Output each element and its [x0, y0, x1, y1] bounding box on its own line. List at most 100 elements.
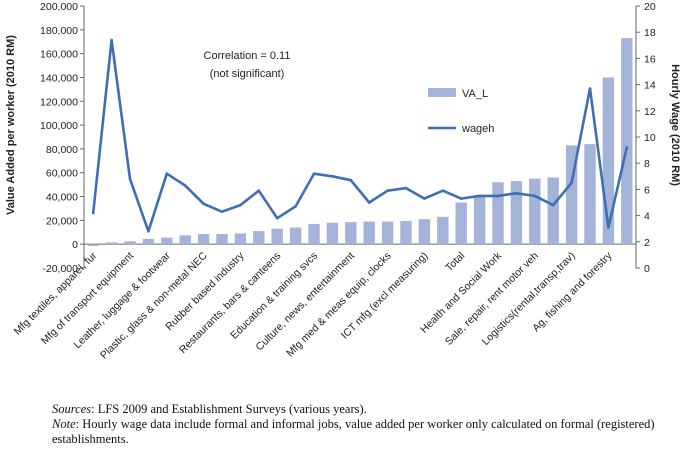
point-wageh — [331, 175, 334, 178]
correlation-annotation: Correlation = 0.11 — [204, 50, 291, 62]
note-label: Note — [52, 417, 76, 431]
y-right-tick-label: 14 — [644, 80, 656, 92]
bar-va-l — [124, 241, 136, 245]
y-left-tick-label: 120,000 — [40, 96, 78, 108]
y-right-axis-title: Hourly Wage (2010 RM) — [669, 64, 680, 186]
bar-va-l — [105, 242, 118, 245]
point-wageh — [515, 192, 518, 195]
point-wageh — [183, 184, 187, 187]
bar-va-l — [473, 196, 486, 245]
y-right-tick-label: 2 — [644, 237, 650, 249]
bar-va-l — [179, 235, 191, 245]
bar-va-l — [381, 221, 394, 245]
y-right-tick-label: 8 — [644, 158, 650, 170]
point-wageh — [165, 172, 169, 175]
y-right-tick-label: 12 — [644, 106, 656, 118]
y-left-tick-label: 140,000 — [40, 72, 78, 84]
bar-va-l — [584, 144, 596, 245]
bar-va-l — [197, 234, 210, 245]
bar-va-l — [271, 228, 283, 245]
point-wageh — [570, 181, 573, 185]
bar-va-l — [510, 181, 523, 245]
bar-va-l — [547, 177, 559, 245]
y-right-tick-label: 4 — [644, 211, 650, 223]
point-wageh — [588, 87, 592, 90]
bar-va-l — [621, 38, 633, 245]
point-wageh — [349, 178, 353, 182]
bar-va-l — [455, 202, 467, 245]
bar-va-l — [565, 145, 578, 245]
bar-va-l — [253, 231, 265, 245]
y-left-tick-label: 100,000 — [40, 120, 78, 132]
point-wageh — [496, 194, 500, 198]
point-wageh — [239, 203, 242, 207]
bar-va-l — [437, 216, 449, 245]
y-right-tick-label: 18 — [644, 27, 656, 39]
bar-va-l — [308, 223, 320, 245]
bar-va-l — [363, 221, 375, 245]
point-wageh — [147, 230, 150, 233]
point-wageh — [533, 194, 537, 198]
legend-swatch-va-l — [428, 88, 456, 97]
y-right-tick-label: 20 — [644, 1, 656, 13]
bar-va-l — [161, 237, 173, 245]
point-wageh — [367, 201, 371, 204]
sources-text: : LFS 2009 and Establishment Surveys (va… — [91, 402, 367, 416]
y-left-tick-label: 60,000 — [46, 168, 78, 180]
y-left-tick-label: -20,000 — [42, 263, 78, 275]
chart-area: -20,000 0 20,000 40,000 60,000 80,000 100,000 1… — [5, 1, 680, 361]
bar-va-l — [529, 178, 541, 245]
point-wageh — [110, 38, 113, 42]
point-wageh — [459, 197, 463, 200]
point-wageh — [607, 226, 610, 229]
y-left-tick-label: 200,000 — [40, 1, 78, 13]
sources-line: Sources: LFS 2009 and Establishment Surv… — [52, 402, 672, 417]
series-line-wageh — [91, 38, 629, 233]
y-left-axis-title: Value Added per worker (2010 RM) — [5, 35, 17, 215]
point-wageh — [294, 205, 297, 208]
legend-label-va-l: VA_L — [462, 88, 488, 100]
point-wageh — [404, 186, 408, 190]
bar-va-l — [216, 234, 228, 245]
chart-notes: Sources: LFS 2009 and Establishment Surv… — [52, 402, 672, 447]
plot-area: -20,000 0 20,000 40,000 60,000 80,000 100,000 1… — [12, 1, 656, 361]
bar-va-l — [492, 182, 504, 245]
point-wageh — [625, 146, 629, 149]
point-wageh — [202, 202, 205, 206]
bar-va-l — [289, 227, 302, 245]
y-left-tick-label: 180,000 — [40, 25, 78, 37]
y-left-tick-label: 40,000 — [46, 192, 78, 204]
y-left-tick-label: 0 — [72, 239, 78, 251]
bar-va-l — [400, 220, 412, 245]
y-left-tick-label: 160,000 — [40, 49, 78, 61]
point-wageh — [257, 189, 261, 193]
y-right-tick-label: 0 — [644, 263, 650, 275]
point-wageh — [478, 194, 481, 198]
note-text: : Hourly wage data include formal and in… — [52, 417, 655, 446]
point-wageh — [128, 177, 132, 181]
bar-va-l — [345, 222, 357, 245]
bar-va-l — [602, 77, 615, 245]
bar-va-l — [87, 244, 99, 246]
point-wageh — [423, 197, 426, 200]
y-left-tick-label: 80,000 — [46, 144, 78, 156]
y-right-tick-label: 10 — [644, 132, 656, 144]
note-line: Note: Hourly wage data include formal an… — [52, 417, 672, 447]
point-wageh — [386, 189, 389, 193]
y-right-tick-label: 16 — [644, 53, 656, 65]
x-category-label: Total — [443, 250, 467, 274]
sources-label: Sources — [52, 402, 92, 416]
significance-annotation: (not significant) — [210, 68, 285, 80]
point-wageh — [220, 210, 224, 213]
y-right-tick-label: 6 — [644, 184, 650, 196]
legend-label-wageh: wageh — [461, 123, 494, 135]
bar-va-l — [418, 219, 431, 245]
point-wageh — [275, 216, 279, 220]
bar-va-l — [234, 233, 247, 245]
point-wageh — [551, 203, 555, 207]
bar-va-l — [326, 222, 339, 245]
bar-va-l — [142, 238, 155, 245]
point-wageh — [312, 172, 316, 175]
point-wageh — [441, 189, 445, 193]
y-left-tick-label: 20,000 — [46, 215, 78, 227]
